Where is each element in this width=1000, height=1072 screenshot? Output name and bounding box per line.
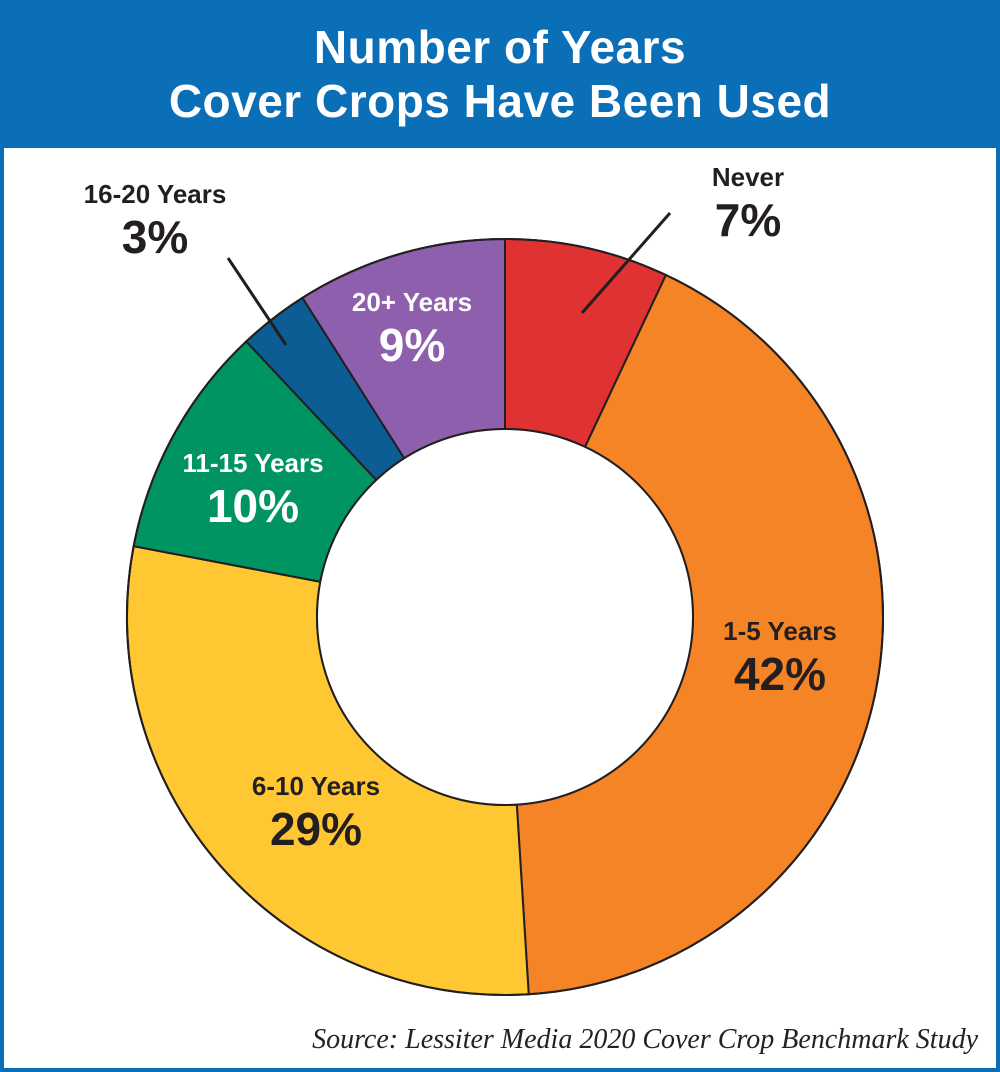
slice-label-16-20-years: 16-20 Years	[84, 179, 227, 209]
slice-value-11-15-years: 10%	[207, 480, 299, 532]
leader-line-never	[580, 212, 672, 314]
donut-hole	[316, 428, 694, 806]
chart-title-line-2: Cover Crops Have Been Used	[168, 75, 832, 127]
chart-header: Number of Years Cover Crops Have Been Us…	[0, 0, 1000, 148]
source-note: Source: Lessiter Media 2020 Cover Crop B…	[312, 1024, 978, 1055]
slice-label-20-plus-years: 20+ Years	[352, 287, 472, 317]
slice-value-never: 7%	[715, 194, 781, 246]
slice-label-1-5-years: 1-5 Years	[723, 616, 837, 646]
slice-value-6-10-years: 29%	[270, 803, 362, 855]
chart-title-line-1: Number of Years	[313, 21, 687, 73]
slice-value-1-5-years: 42%	[734, 648, 826, 700]
slice-value-16-20-years: 3%	[122, 211, 188, 263]
slice-label-6-10-years: 6-10 Years	[252, 771, 380, 801]
slice-value-20-plus-years: 9%	[379, 319, 445, 371]
donut-outer-outline	[126, 238, 884, 996]
leader-line-16-20-years	[226, 257, 288, 346]
slice-label-never: Never	[712, 162, 784, 192]
slice-label-11-15-years: 11-15 Years	[182, 448, 323, 478]
